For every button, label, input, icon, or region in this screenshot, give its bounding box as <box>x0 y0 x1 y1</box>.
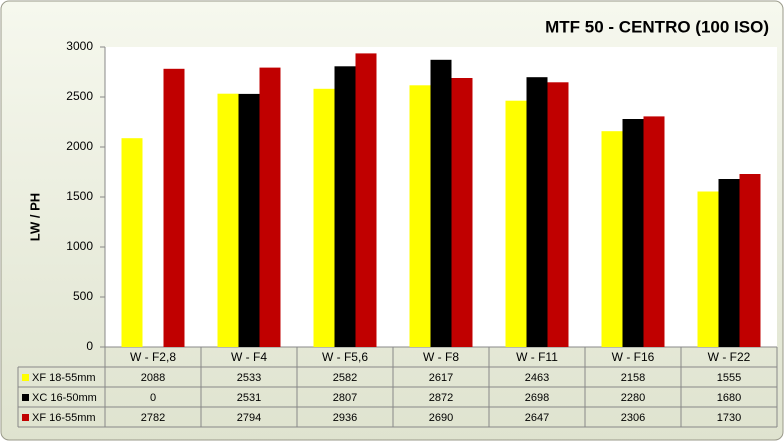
legend-swatch <box>22 394 29 401</box>
bar <box>430 59 452 348</box>
bar <box>313 88 335 348</box>
y-tick-label: 0 <box>86 339 93 353</box>
table-value: 1680 <box>717 392 741 404</box>
bar <box>163 68 185 348</box>
bar <box>601 131 623 347</box>
bar <box>547 82 569 348</box>
table-value: 2533 <box>237 372 261 384</box>
bar <box>217 93 239 347</box>
legend-label: XF 16-55mm <box>32 412 96 424</box>
legend-label: XF 18-55mm <box>32 372 96 384</box>
y-tick-label: 1000 <box>66 239 93 253</box>
table-value: 2158 <box>621 372 645 384</box>
bar <box>718 179 740 347</box>
bar <box>334 66 356 348</box>
table-value: 2698 <box>525 392 549 404</box>
y-tick-label: 2000 <box>66 139 93 153</box>
x-tick-label: W - F4 <box>231 350 267 364</box>
bar <box>409 85 431 348</box>
legend-label: XC 16-50mm <box>32 392 97 404</box>
table-value: 2463 <box>525 372 549 384</box>
x-tick-label: W - F8 <box>423 350 459 364</box>
table-value: 2582 <box>333 372 357 384</box>
x-tick-label: W - F11 <box>516 350 558 364</box>
table-value: 2306 <box>621 412 645 424</box>
chart-title: MTF 50 - CENTRO (100 ISO) <box>545 17 769 36</box>
x-tick-label: W - F2,8 <box>130 350 176 364</box>
x-tick-label: W - F5,6 <box>322 350 368 364</box>
table-value: 2782 <box>141 412 165 424</box>
table-value: 2088 <box>141 372 165 384</box>
y-tick-label: 2500 <box>66 89 93 103</box>
y-tick-label: 500 <box>73 289 93 303</box>
table-value: 2647 <box>525 412 549 424</box>
table-value: 1730 <box>717 412 741 424</box>
table-value: 2617 <box>429 372 453 384</box>
legend-swatch <box>22 414 29 421</box>
table-value: 2531 <box>237 392 261 404</box>
bar <box>697 191 719 347</box>
bar <box>739 174 761 347</box>
table-value: 2794 <box>237 412 261 424</box>
table-value: 0 <box>150 392 156 404</box>
bar <box>643 116 665 348</box>
x-tick-label: W - F16 <box>612 350 655 364</box>
table-value: 2872 <box>429 392 453 404</box>
legend-swatch <box>22 374 29 381</box>
bar <box>355 53 377 348</box>
bar <box>622 119 644 347</box>
bar <box>505 100 527 347</box>
bar <box>451 78 473 347</box>
y-tick-label: 3000 <box>66 39 93 53</box>
x-tick-label: W - F22 <box>708 350 751 364</box>
table-value: 2807 <box>333 392 357 404</box>
bar <box>526 77 548 347</box>
bar <box>121 138 143 347</box>
y-axis-label: LW / PH <box>27 193 42 241</box>
table-value: 2690 <box>429 412 453 424</box>
bar <box>259 67 281 347</box>
y-tick-label: 1500 <box>66 189 93 203</box>
table-value: 2936 <box>333 412 357 424</box>
table-value: 2280 <box>621 392 645 404</box>
table-value: 1555 <box>717 372 741 384</box>
bar <box>238 93 260 348</box>
